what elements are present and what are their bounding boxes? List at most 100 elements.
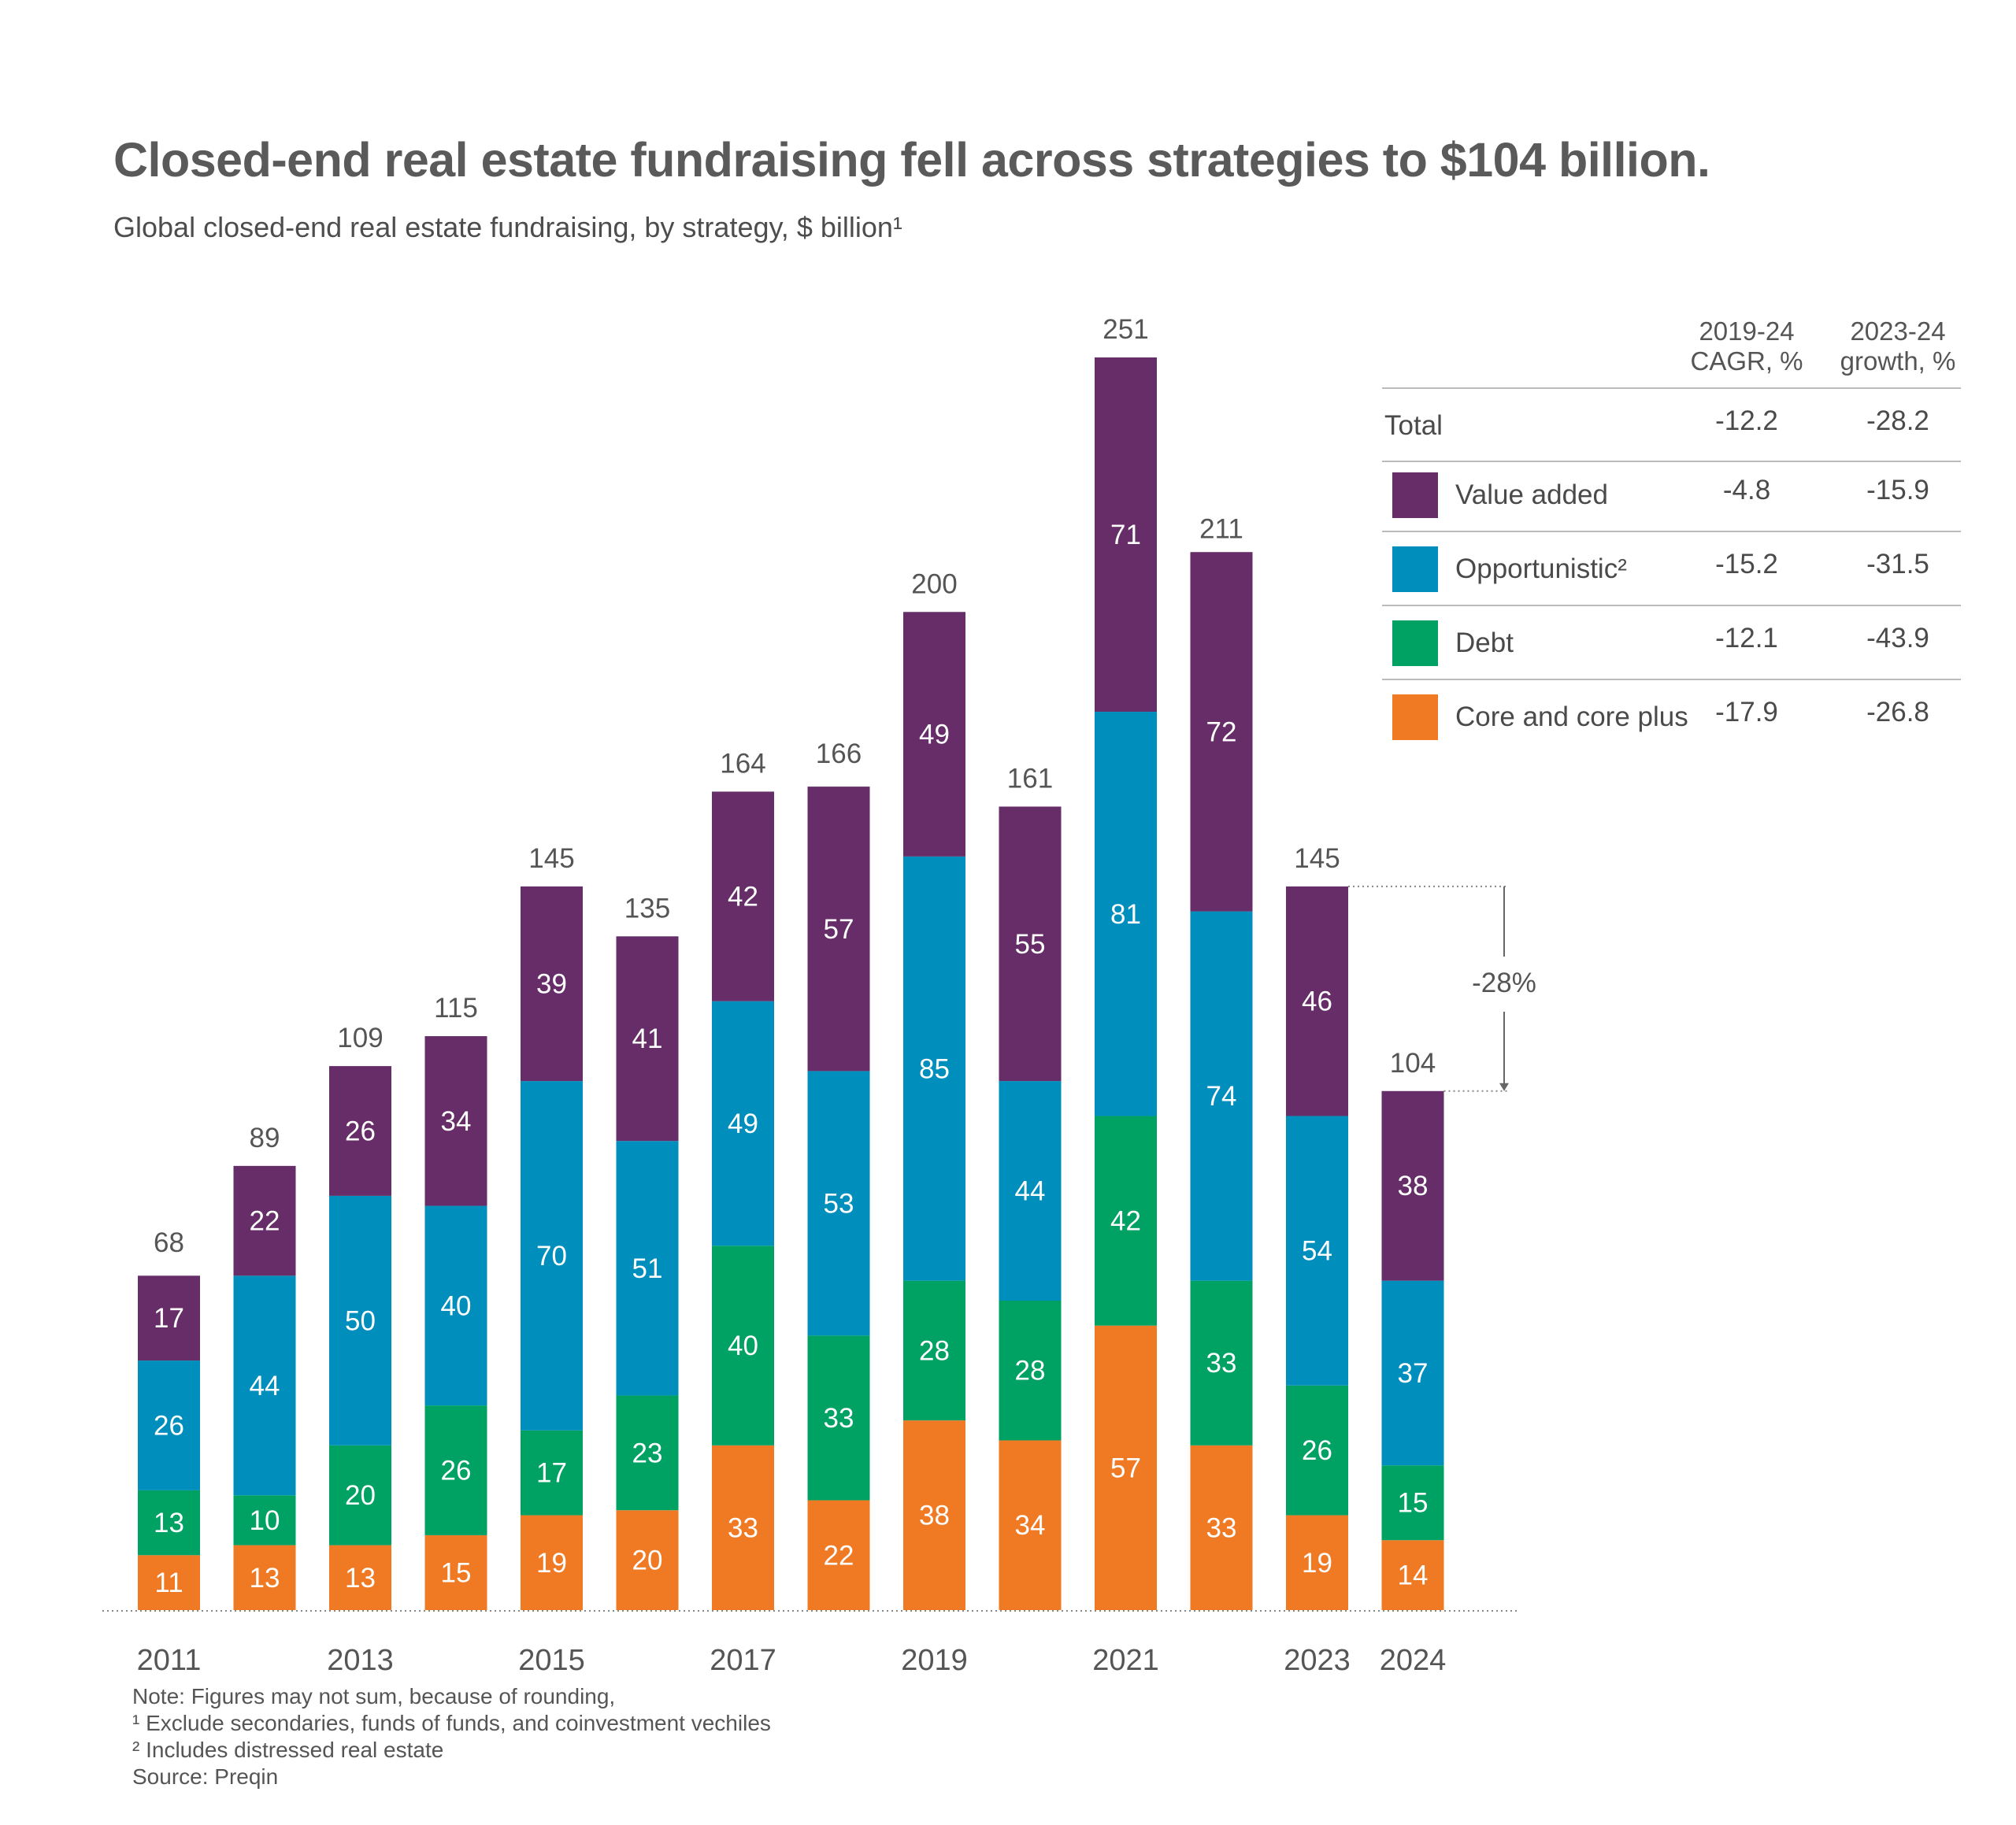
table-cagr-value-added: -4.8 <box>1723 475 1770 505</box>
bar-segment-2022-s1 <box>1190 1280 1253 1446</box>
total-label-2023: 145 <box>1294 843 1340 874</box>
chart-title: Closed-end real estate fundraising fell … <box>113 133 1710 187</box>
legend-label-debt: Debt <box>1455 627 1514 658</box>
segment-label-2020-s0: 34 <box>1015 1510 1046 1541</box>
legend-swatch-core-and-core-plus <box>1392 694 1438 740</box>
segment-label-2016-s3: 41 <box>632 1024 663 1054</box>
bar-segment-2012-s1 <box>233 1495 296 1546</box>
bar-segment-2011-s0 <box>138 1555 200 1610</box>
legend-swatch-opportunistic <box>1392 546 1438 592</box>
note-rounding: Note: Figures may not sum, because of ro… <box>132 1684 616 1708</box>
bar-segment-2017-s3 <box>712 791 774 1001</box>
bar-segment-2022-s0 <box>1190 1445 1253 1610</box>
table-growth-value-added: -15.9 <box>1866 475 1929 505</box>
total-label-2017: 164 <box>720 748 765 779</box>
total-label-2021: 251 <box>1102 314 1148 345</box>
table-header-growth-line1: growth, % <box>1840 346 1956 376</box>
segment-label-2017-s0: 33 <box>728 1512 758 1543</box>
bar-segment-2013-s1 <box>329 1445 391 1546</box>
segment-label-2018-s2: 53 <box>824 1188 854 1219</box>
bar-segment-2012-s2 <box>233 1275 296 1496</box>
segment-label-2012-s3: 22 <box>250 1206 280 1237</box>
bar-segment-2024-s2 <box>1381 1280 1444 1466</box>
footnote-2: ² Includes distressed real estate <box>132 1738 444 1762</box>
segment-label-2014-s2: 40 <box>441 1290 472 1321</box>
segment-label-2014-s3: 34 <box>441 1106 472 1137</box>
segment-label-2016-s1: 23 <box>632 1438 663 1468</box>
bar-segment-2015-s2 <box>521 1081 583 1431</box>
segment-label-2017-s3: 42 <box>728 882 758 912</box>
bar-segment-2019-s1 <box>903 1280 965 1421</box>
total-label-2012: 89 <box>250 1123 280 1153</box>
table-growth-total: -28.2 <box>1866 405 1929 436</box>
legend-label-value-added: Value added <box>1455 479 1608 510</box>
bar-segment-2023-s1 <box>1286 1385 1348 1516</box>
table-cagr-opportunistic: -15.2 <box>1715 549 1778 579</box>
segment-label-2023-s3: 46 <box>1302 987 1332 1017</box>
segment-label-2017-s2: 49 <box>728 1109 758 1139</box>
segment-label-2024-s3: 38 <box>1398 1171 1429 1201</box>
bar-segment-2018-s0 <box>807 1500 870 1610</box>
bar-segment-2016-s3 <box>616 936 679 1142</box>
bar-segment-2024-s1 <box>1381 1465 1444 1541</box>
bar-segment-2021-s2 <box>1095 712 1157 1116</box>
table-header-cagr-line0: 2019-24 <box>1699 317 1794 346</box>
x-tick-label-2024: 2024 <box>1380 1644 1447 1677</box>
bar-segment-2016-s0 <box>616 1510 679 1610</box>
bar-segment-2015-s0 <box>521 1515 583 1610</box>
segment-label-2023-s2: 54 <box>1302 1236 1332 1267</box>
total-label-2016: 135 <box>624 893 670 924</box>
segment-label-2020-s3: 55 <box>1015 929 1046 960</box>
bar-segment-2021-s3 <box>1095 357 1157 713</box>
segment-label-2013-s1: 20 <box>345 1480 376 1511</box>
bar-segment-2014-s0 <box>424 1534 487 1610</box>
x-tick-label-2017: 2017 <box>710 1644 776 1677</box>
segment-label-2015-s2: 70 <box>536 1241 567 1272</box>
segment-label-2012-s1: 10 <box>250 1505 280 1536</box>
segment-label-2022-s2: 74 <box>1206 1081 1237 1112</box>
bar-segment-2014-s3 <box>424 1036 487 1206</box>
table-growth-core-and-core-plus: -26.8 <box>1866 697 1929 727</box>
segment-label-2011-s2: 26 <box>154 1410 184 1441</box>
x-tick-label-2013: 2013 <box>327 1644 394 1677</box>
bar-segment-2012-s0 <box>233 1545 296 1610</box>
bar-segment-2013-s0 <box>329 1545 391 1610</box>
segment-label-2012-s2: 44 <box>250 1371 280 1401</box>
segment-label-2019-s3: 49 <box>919 720 950 750</box>
bar-segment-2022-s3 <box>1190 552 1253 912</box>
segment-label-2020-s1: 28 <box>1015 1356 1046 1386</box>
table-growth-debt: -43.9 <box>1866 623 1929 653</box>
segment-label-2024-s0: 14 <box>1398 1560 1429 1591</box>
segment-label-2022-s0: 33 <box>1206 1512 1237 1543</box>
segment-label-2011-s3: 17 <box>154 1303 184 1334</box>
bar-segment-2023-s3 <box>1286 886 1348 1116</box>
segment-label-2015-s3: 39 <box>536 969 567 1000</box>
segment-label-2021-s0: 57 <box>1110 1453 1141 1483</box>
segment-label-2016-s0: 20 <box>632 1546 663 1576</box>
bar-segment-2019-s3 <box>903 612 965 857</box>
segment-label-2022-s1: 33 <box>1206 1348 1237 1379</box>
segment-label-2019-s0: 38 <box>919 1501 950 1531</box>
segment-label-2014-s0: 15 <box>441 1557 472 1588</box>
segment-label-2016-s2: 51 <box>632 1253 663 1284</box>
annotation-label: -28% <box>1472 968 1536 998</box>
segment-label-2023-s0: 19 <box>1302 1548 1332 1579</box>
total-label-2018: 166 <box>816 739 862 769</box>
bar-segment-2018-s1 <box>807 1335 870 1501</box>
annotation-arrowhead <box>1499 1083 1509 1091</box>
bar-segment-2020-s1 <box>999 1301 1062 1441</box>
segment-label-2019-s2: 85 <box>919 1053 950 1084</box>
x-tick-label-2021: 2021 <box>1092 1644 1159 1677</box>
table-row-label-total: Total <box>1384 410 1443 441</box>
bar-segment-2013-s3 <box>329 1066 391 1196</box>
segment-label-2012-s0: 13 <box>250 1563 280 1594</box>
bar-segment-2015-s3 <box>521 886 583 1082</box>
bar-segment-2019-s0 <box>903 1420 965 1610</box>
total-label-2014: 115 <box>434 993 478 1024</box>
segment-label-2021-s1: 42 <box>1110 1206 1141 1237</box>
segment-label-2011-s1: 13 <box>154 1508 184 1538</box>
bar-segment-2023-s2 <box>1286 1116 1348 1386</box>
total-label-2024: 104 <box>1390 1048 1436 1079</box>
x-tick-label-2023: 2023 <box>1284 1644 1351 1677</box>
